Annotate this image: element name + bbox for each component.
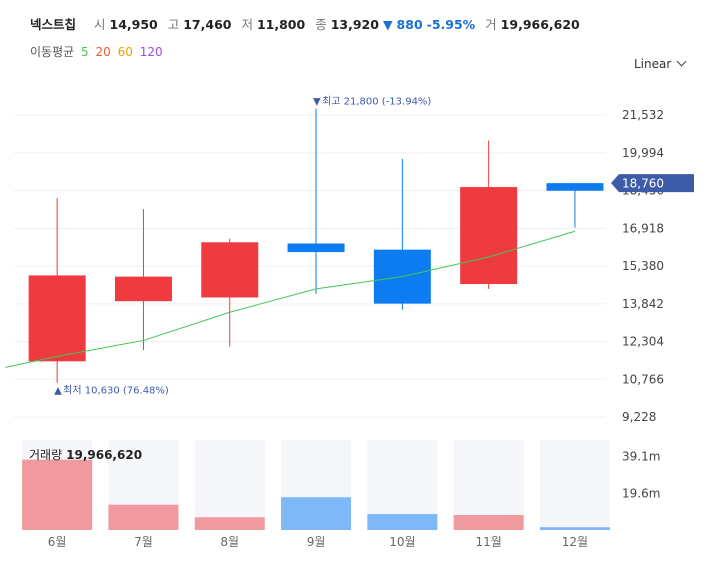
y-tick-label: 15,380 [622, 259, 664, 273]
volume-slot [539, 440, 610, 530]
volume-title-value: 19,966,620 [66, 448, 143, 462]
y-tick-label: 19,994 [622, 146, 664, 160]
volume-bar [453, 515, 524, 530]
moving-average-legend[interactable]: 이동평균 5 20 60 120 [30, 43, 163, 60]
ma5-line [5, 230, 576, 368]
low-value: 11,800 [256, 17, 306, 32]
open-label: 시 [94, 17, 106, 32]
current-price-label: 18,760 [622, 177, 664, 191]
min-price-label: 최저 10,630 (76.48%) [63, 385, 169, 397]
high-value: 17,460 [183, 17, 232, 32]
ma-5[interactable]: 5 [81, 45, 89, 59]
volume-bar [539, 527, 610, 530]
candle-body [546, 183, 604, 191]
x-tick-label: 12월 [562, 535, 588, 549]
price-header: 넥스트칩 시 14,950 고 17,460 저 11,800 종 13,920… [30, 14, 580, 33]
volume-title: 거래량 19,966,620 [29, 446, 142, 463]
scale-dropdown[interactable]: Linear [634, 56, 687, 71]
scale-label: Linear [634, 57, 672, 71]
max-marker-icon: ▼ [313, 97, 321, 108]
volume-bar [194, 517, 265, 530]
x-tick-label: 8월 [220, 535, 239, 549]
ma-120[interactable]: 120 [139, 45, 163, 59]
volume-value: 19,966,620 [500, 17, 580, 32]
max-price-label: 최고 21,800 (-13.94%) [322, 96, 431, 108]
candle-body [114, 276, 172, 302]
ma-20[interactable]: 20 [95, 45, 111, 59]
min-marker-icon: ▲ [54, 386, 62, 397]
y-tick-label: 21,532 [622, 108, 664, 122]
x-tick-label: 11월 [475, 535, 501, 549]
y-tick-label: 16,918 [622, 221, 664, 235]
x-tick-label: 7월 [134, 535, 153, 549]
volume-bar [281, 497, 352, 530]
candle-body [460, 187, 518, 284]
y-tick-label: 13,842 [622, 297, 664, 311]
candle-body [201, 242, 259, 298]
ma-label: 이동평균 [30, 45, 75, 59]
y-tick-label: 9,228 [622, 410, 656, 424]
x-tick-label: 9월 [307, 535, 326, 549]
volume-title-label: 거래량 [29, 448, 63, 462]
stock-name: 넥스트칩 [30, 17, 77, 32]
volume-tick-label: 39.1m [622, 450, 660, 464]
volume-bar [367, 514, 438, 530]
close-value: 13,920 [330, 17, 379, 32]
y-tick-label: 10,766 [622, 372, 664, 386]
y-tick-label: 12,304 [622, 335, 664, 349]
volume-label: 거 [485, 17, 497, 32]
candle-body [287, 243, 345, 253]
high-label: 고 [167, 17, 180, 32]
change-percent: -5.95% [426, 17, 476, 32]
close-label: 종 [315, 17, 327, 32]
change-down-arrow-icon: ▼ [382, 17, 393, 32]
x-tick-label: 10월 [389, 535, 415, 549]
x-tick-label: 6월 [48, 535, 67, 549]
change-value: 880 [396, 17, 423, 32]
open-value: 14,950 [109, 17, 158, 32]
low-label: 저 [241, 17, 253, 32]
volume-tick-label: 19.6m [622, 486, 660, 500]
volume-bar [108, 504, 179, 530]
volume-bar [22, 459, 93, 530]
candle-body [28, 275, 86, 362]
ma-60[interactable]: 60 [117, 45, 133, 59]
volume-slot [194, 440, 265, 530]
current-price-tag [611, 174, 694, 193]
